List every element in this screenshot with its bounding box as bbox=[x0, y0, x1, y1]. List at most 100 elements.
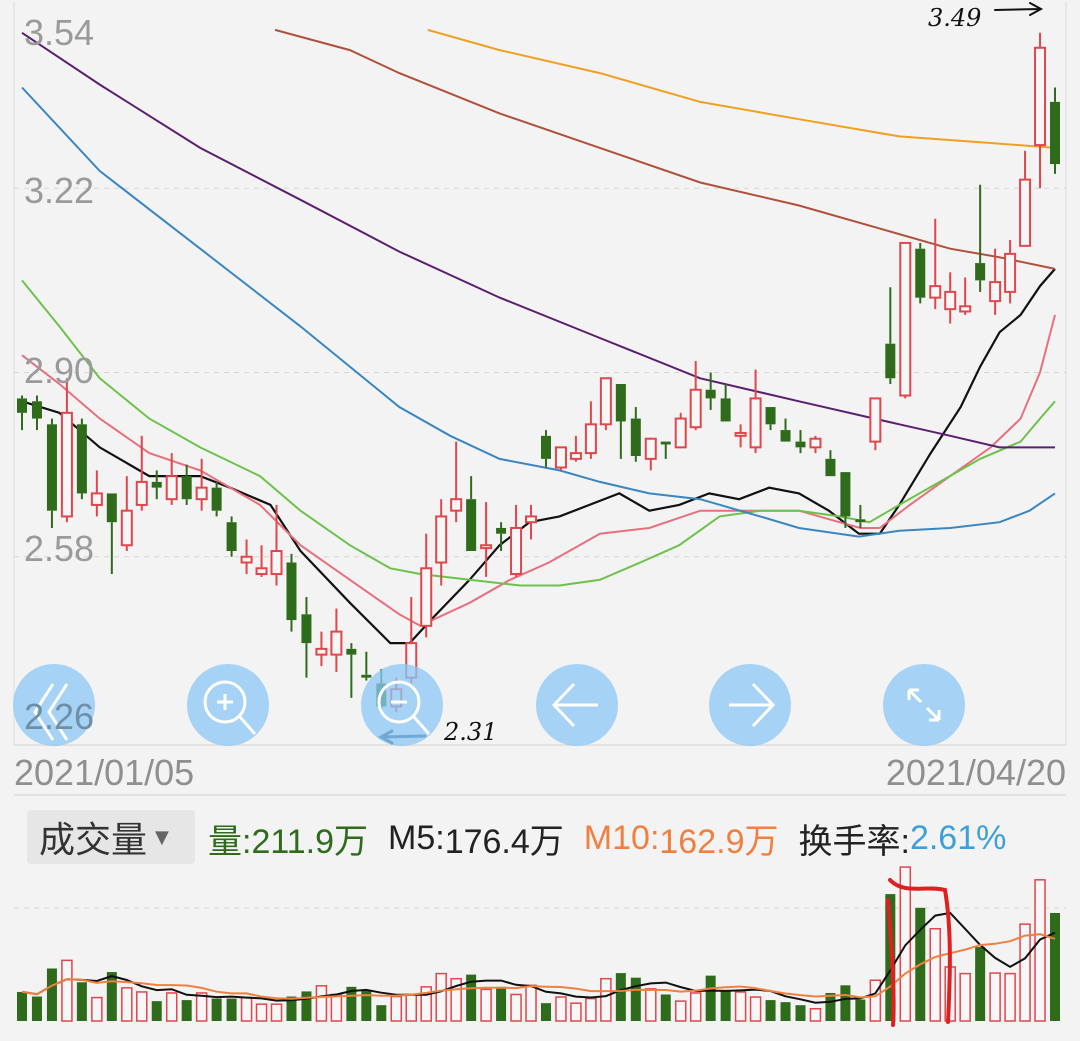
volume-bar bbox=[405, 993, 417, 1022]
fullscreen-button[interactable] bbox=[883, 664, 965, 746]
volume-bar bbox=[660, 994, 671, 1021]
candle-body bbox=[569, 452, 582, 460]
candle bbox=[734, 424, 747, 448]
candle bbox=[720, 384, 731, 422]
candle bbox=[255, 545, 268, 577]
handwritten-annotations bbox=[377, 2, 1044, 1027]
volume-bar bbox=[466, 974, 477, 1021]
volume-bar bbox=[211, 998, 222, 1021]
volume-bar bbox=[286, 996, 297, 1021]
ma20-line bbox=[21, 279, 1056, 587]
candle bbox=[120, 476, 133, 551]
zoom-out-icon bbox=[377, 680, 431, 735]
candle-body bbox=[76, 424, 87, 494]
volume-bar bbox=[1034, 879, 1046, 1022]
candle-body bbox=[480, 544, 493, 550]
zoom-out-button[interactable] bbox=[361, 664, 443, 746]
red-marker-stroke bbox=[886, 878, 952, 1027]
indicator-dropdown-label: 成交量 bbox=[39, 820, 148, 861]
candle bbox=[76, 418, 87, 500]
volume-bar bbox=[615, 973, 626, 1021]
candle bbox=[1050, 87, 1060, 174]
candle-body bbox=[31, 401, 42, 419]
volume-ma-lines bbox=[21, 911, 1056, 1004]
indicator-dropdown[interactable]: 成交量 ▼ bbox=[27, 810, 195, 864]
candle-body bbox=[780, 430, 791, 442]
candle-body bbox=[765, 407, 776, 425]
candle bbox=[899, 241, 912, 399]
volume-bar bbox=[540, 1003, 551, 1021]
candle bbox=[630, 407, 641, 462]
arrow-right-icon bbox=[994, 2, 1044, 16]
candle bbox=[17, 395, 27, 431]
volume-bar bbox=[76, 982, 87, 1021]
candle-body bbox=[975, 263, 986, 281]
rewind-button[interactable] bbox=[13, 664, 95, 746]
candle-body bbox=[46, 424, 57, 511]
scroll-left-button[interactable] bbox=[536, 664, 618, 746]
candle-body bbox=[599, 377, 612, 426]
volume-bar bbox=[720, 990, 731, 1021]
candle-body bbox=[855, 519, 866, 523]
volume-bar bbox=[46, 968, 57, 1021]
candle-body bbox=[211, 487, 222, 511]
candle-body bbox=[554, 446, 567, 469]
candle-body bbox=[510, 526, 523, 576]
ma250-line bbox=[427, 28, 1056, 149]
candle-body bbox=[705, 389, 716, 399]
candle bbox=[240, 539, 253, 575]
candle-body bbox=[151, 481, 162, 488]
volume-bar bbox=[780, 1002, 791, 1021]
candle bbox=[480, 502, 493, 577]
volume-bar bbox=[749, 996, 762, 1022]
arrow-right-icon bbox=[729, 682, 776, 728]
candle-body bbox=[301, 614, 312, 644]
ma5-line bbox=[21, 268, 1056, 645]
candle-body bbox=[915, 248, 926, 298]
candle bbox=[885, 287, 896, 385]
volume-m10-line bbox=[21, 933, 1056, 1000]
candle-body bbox=[630, 418, 641, 456]
volume-bar bbox=[630, 977, 641, 1021]
candle bbox=[749, 369, 762, 454]
volume-bar bbox=[734, 991, 747, 1022]
volume-bar bbox=[301, 991, 312, 1021]
price-label-top: 3.54 bbox=[24, 12, 95, 53]
candle bbox=[1034, 32, 1047, 189]
candle-body bbox=[90, 492, 103, 506]
candle bbox=[825, 450, 836, 477]
scroll-right-button[interactable] bbox=[709, 664, 791, 746]
volume-bar bbox=[840, 985, 851, 1021]
candle-body bbox=[420, 567, 433, 627]
candle bbox=[510, 504, 523, 577]
candle bbox=[226, 516, 237, 557]
candle bbox=[840, 472, 851, 528]
candle bbox=[106, 493, 117, 575]
volume-bar bbox=[765, 1000, 776, 1021]
candle-body bbox=[195, 486, 208, 501]
candle-body bbox=[660, 441, 671, 445]
candle bbox=[554, 446, 567, 471]
m10-label: M10: bbox=[583, 818, 660, 857]
volume-bar bbox=[31, 996, 42, 1021]
volume-bar bbox=[1019, 923, 1031, 1022]
candle bbox=[975, 184, 986, 292]
volume-bar bbox=[346, 986, 357, 1021]
volume-bar bbox=[17, 991, 27, 1021]
arrow-left-icon bbox=[551, 682, 598, 728]
turnover-label: 换手率: bbox=[798, 822, 910, 861]
candle-body bbox=[466, 499, 477, 551]
turnover-value: 2.61% bbox=[909, 818, 1007, 857]
volume-bar bbox=[91, 996, 103, 1022]
candle-body bbox=[315, 647, 328, 656]
candle-body bbox=[540, 435, 551, 459]
candle bbox=[569, 435, 582, 462]
candle-body bbox=[496, 527, 507, 534]
zoom-in-button[interactable] bbox=[187, 664, 269, 746]
price-label: 2.90 bbox=[24, 350, 95, 391]
candle bbox=[765, 407, 776, 431]
volume-bar bbox=[1004, 972, 1016, 1022]
date-end: 2021/04/20 bbox=[885, 752, 1066, 793]
candle bbox=[181, 464, 192, 505]
